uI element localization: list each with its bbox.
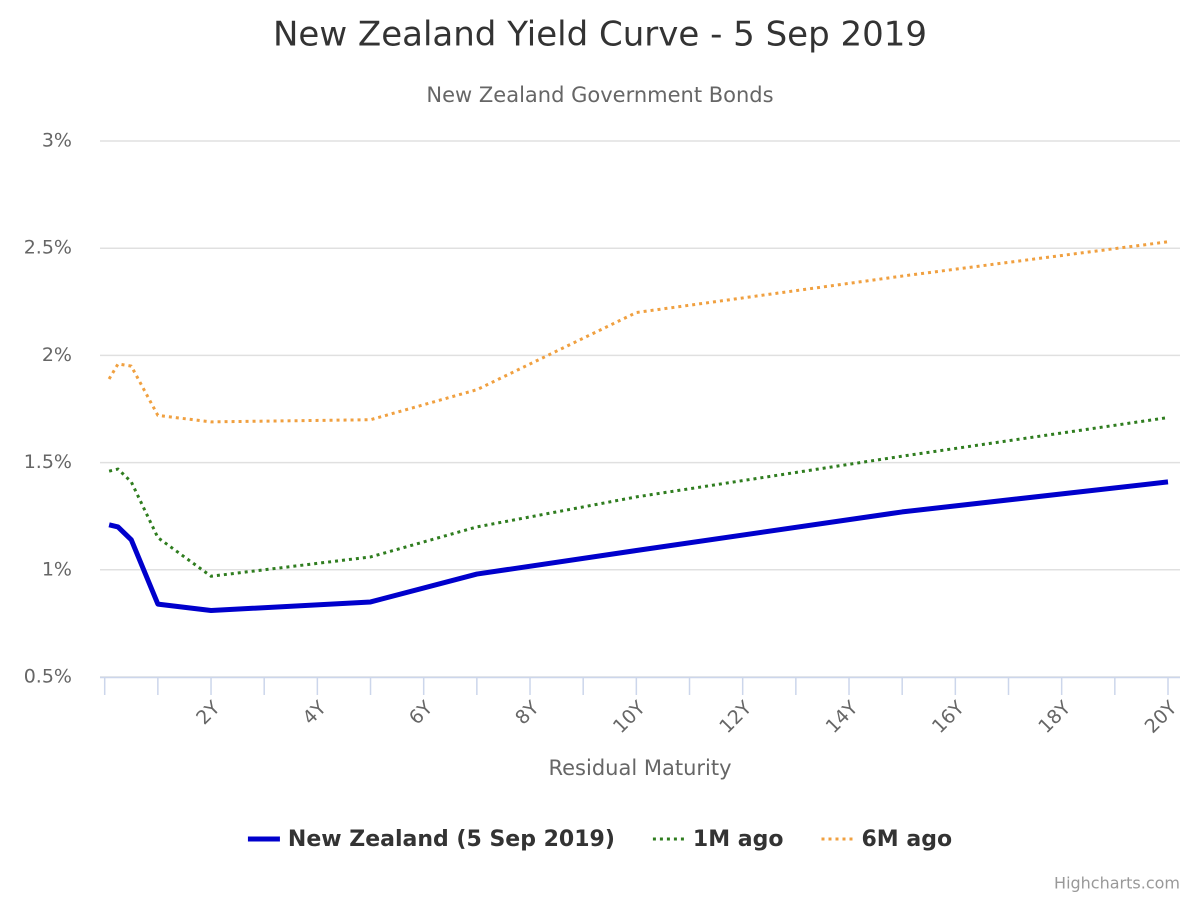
- y-tick-label: 2.5%: [24, 237, 72, 259]
- x-tick-label: 12Y: [715, 697, 756, 738]
- legend-label: 1M ago: [693, 827, 784, 852]
- x-tick-label: 2Y: [192, 697, 225, 730]
- legend-item: 6M ago: [821, 827, 952, 852]
- credits: Highcharts.com: [1054, 874, 1180, 893]
- x-tick-label: 8Y: [511, 697, 544, 730]
- legend: New Zealand (5 Sep 2019) 1M ago 6M ago: [247, 827, 952, 852]
- y-tick-label: 1%: [42, 558, 72, 580]
- x-tick-label: 10Y: [609, 697, 650, 738]
- y-tick-label: 0.5%: [24, 666, 72, 688]
- x-tick-label: 20Y: [1141, 697, 1182, 738]
- x-tick-label: 4Y: [298, 697, 331, 730]
- series-line: [107, 240, 1169, 424]
- x-axis-title: Residual Maturity: [548, 756, 731, 780]
- legend-label: 6M ago: [861, 827, 952, 852]
- x-tick-label: 14Y: [822, 697, 863, 738]
- chart-title: New Zealand Yield Curve - 5 Sep 2019: [273, 15, 927, 55]
- x-tick-label: 18Y: [1034, 697, 1075, 738]
- series-line: [108, 416, 1169, 578]
- y-tick-label: 1.5%: [24, 451, 72, 473]
- chart-subtitle: New Zealand Government Bonds: [426, 83, 773, 107]
- x-tick-label: 6Y: [405, 697, 438, 730]
- y-tick-label: 3%: [42, 130, 72, 152]
- x-tick-label: 16Y: [928, 697, 969, 738]
- series-line: [108, 479, 1169, 614]
- legend-label: New Zealand (5 Sep 2019): [288, 827, 615, 852]
- y-tick-label: 2%: [42, 344, 72, 366]
- legend-item: New Zealand (5 Sep 2019): [247, 827, 615, 852]
- legend-item: 1M ago: [652, 827, 784, 852]
